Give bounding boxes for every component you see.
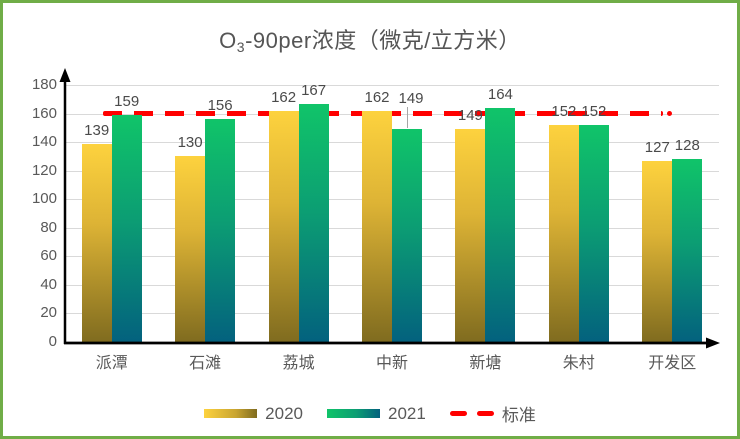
bar-2021-中新: [392, 129, 422, 343]
bar-2020-石滩: [175, 156, 206, 343]
legend-swatch-standard-icon: [449, 411, 494, 416]
legend-label-2021: 2021: [388, 403, 426, 423]
data-label-2021-朱村: 152: [581, 103, 607, 120]
title-subscript: 3: [236, 39, 246, 55]
data-label-2021-中新: 149: [398, 90, 424, 108]
data-label-2021-派潭: 159: [114, 93, 140, 110]
x-tick-label-朱村: 朱村: [562, 355, 595, 372]
legend-label-standard: 标准: [501, 406, 536, 425]
gridline-180: [65, 85, 719, 86]
data-label-2020-荔城: 162: [271, 88, 297, 106]
data-label-2020-朱村: 152: [551, 103, 577, 120]
y-tick-label-180: 180: [31, 76, 57, 93]
data-label-2020-中新: 162: [364, 88, 390, 106]
data-label-2020-石滩: 130: [177, 134, 203, 152]
y-tick-label-60: 60: [40, 247, 57, 265]
bar-2020-朱村: [548, 125, 579, 343]
y-tick-label-80: 80: [40, 218, 57, 236]
bar-2021-朱村: [578, 125, 609, 343]
y-tick-label-140: 140: [31, 133, 57, 151]
legend: 2020 2021 标准: [3, 401, 737, 426]
y-tick-label-100: 100: [31, 190, 57, 208]
x-axis-arrow-icon: [706, 337, 720, 349]
y-tick-label-160: 160: [31, 104, 57, 122]
legend-swatch-2020: [204, 409, 258, 418]
bar-2020-中新: [362, 110, 392, 343]
x-tick-label-开发区: 开发区: [648, 355, 697, 372]
y-tick-label-20: 20: [40, 304, 57, 322]
chart-title: O3-90per浓度（微克/立方米）: [3, 23, 737, 55]
x-tick-label-新塘: 新塘: [469, 355, 502, 372]
bar-2021-荔城: [298, 103, 329, 343]
y-tick-label-0: 0: [48, 333, 57, 350]
x-tick-label-中新: 中新: [375, 355, 408, 372]
data-label-2020-开发区: 127: [644, 138, 670, 156]
legend-item-2020: 2020: [204, 404, 303, 424]
data-label-2020-派潭: 139: [84, 121, 110, 139]
title-text: -90per浓度（微克/立方米）: [245, 28, 521, 53]
data-label-2020-新塘: 149: [457, 107, 483, 125]
x-tick-label-石滩: 石滩: [189, 355, 222, 372]
bar-2020-开发区: [642, 160, 673, 343]
bar-2021-开发区: [672, 159, 703, 343]
reference-line-end-dot: [667, 111, 672, 117]
legend-item-2021: 2021: [327, 404, 426, 424]
bar-2020-荔城: [268, 110, 299, 343]
label-leader-line: [407, 107, 408, 129]
legend-item-standard: 标准: [449, 401, 536, 426]
y-tick-label-40: 40: [40, 275, 57, 293]
data-label-2021-石滩: 156: [207, 97, 233, 115]
legend-swatch-2021: [327, 409, 380, 418]
y-axis-arrow-icon: [59, 68, 71, 82]
data-label-2021-荔城: 167: [301, 81, 327, 99]
legend-label-2020: 2020: [265, 403, 303, 423]
data-label-2021-新塘: 164: [487, 85, 513, 103]
data-label-2021-开发区: 128: [674, 137, 700, 155]
bar-2021-石滩: [205, 119, 236, 343]
bar-2020-派潭: [81, 143, 112, 343]
bar-2020-新塘: [455, 129, 486, 343]
title-prefix: O: [219, 28, 237, 53]
x-tick-label-派潭: 派潭: [95, 355, 128, 372]
y-tick-label-120: 120: [31, 161, 57, 179]
bar-2021-新塘: [485, 107, 516, 343]
bar-2021-派潭: [111, 115, 142, 343]
x-tick-label-荔城: 荔城: [282, 355, 315, 372]
